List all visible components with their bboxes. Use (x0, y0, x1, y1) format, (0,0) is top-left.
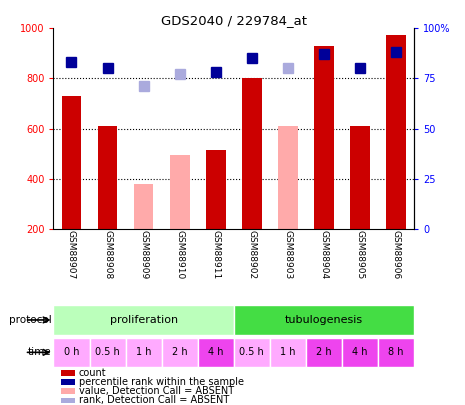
Text: GSM88903: GSM88903 (283, 230, 292, 279)
Bar (234, 338, 270, 367)
Bar (386, 34, 406, 229)
Text: protocol: protocol (9, 315, 52, 325)
Bar (270, 338, 306, 367)
Text: GSM88907: GSM88907 (67, 230, 76, 279)
Bar (98, 126, 118, 229)
Bar (198, 338, 233, 367)
Text: proliferation: proliferation (109, 315, 178, 325)
Text: GSM88909: GSM88909 (139, 230, 148, 279)
Text: GSM88910: GSM88910 (175, 230, 184, 279)
Bar (53, 305, 234, 335)
Text: GSM88911: GSM88911 (211, 230, 220, 279)
Text: GSM88902: GSM88902 (247, 230, 256, 279)
Bar (89, 338, 126, 367)
Bar (242, 79, 262, 229)
Text: value, Detection Call = ABSENT: value, Detection Call = ABSENT (79, 386, 234, 396)
Bar (378, 338, 414, 367)
Bar (170, 155, 190, 229)
Text: 1 h: 1 h (280, 347, 295, 357)
Bar (206, 150, 226, 229)
Bar (234, 305, 414, 335)
Text: percentile rank within the sample: percentile rank within the sample (79, 377, 244, 387)
Bar (60, 370, 75, 376)
Text: time: time (28, 347, 52, 357)
Text: 1 h: 1 h (136, 347, 151, 357)
Text: GSM88904: GSM88904 (319, 230, 328, 279)
Bar (162, 338, 198, 367)
Text: 2 h: 2 h (316, 347, 332, 357)
Text: GSM88906: GSM88906 (392, 230, 400, 279)
Title: GDS2040 / 229784_at: GDS2040 / 229784_at (161, 14, 306, 27)
Text: tubulogenesis: tubulogenesis (285, 315, 363, 325)
Text: 2 h: 2 h (172, 347, 187, 357)
Bar (61, 96, 81, 229)
Bar (314, 46, 334, 229)
Bar (126, 338, 162, 367)
Bar (60, 388, 75, 394)
Text: 8 h: 8 h (388, 347, 404, 357)
Bar (342, 338, 378, 367)
Text: 0 h: 0 h (64, 347, 79, 357)
Text: rank, Detection Call = ABSENT: rank, Detection Call = ABSENT (79, 395, 229, 405)
Bar (60, 379, 75, 385)
Bar (60, 398, 75, 403)
Text: GSM88905: GSM88905 (355, 230, 364, 279)
Text: 0.5 h: 0.5 h (95, 347, 120, 357)
Text: GSM88908: GSM88908 (103, 230, 112, 279)
Text: 4 h: 4 h (208, 347, 223, 357)
Bar (133, 184, 153, 229)
Text: 4 h: 4 h (352, 347, 367, 357)
Bar (306, 338, 342, 367)
Bar (278, 126, 298, 229)
Bar (53, 338, 89, 367)
Text: 0.5 h: 0.5 h (239, 347, 264, 357)
Text: count: count (79, 368, 106, 378)
Bar (350, 126, 370, 229)
